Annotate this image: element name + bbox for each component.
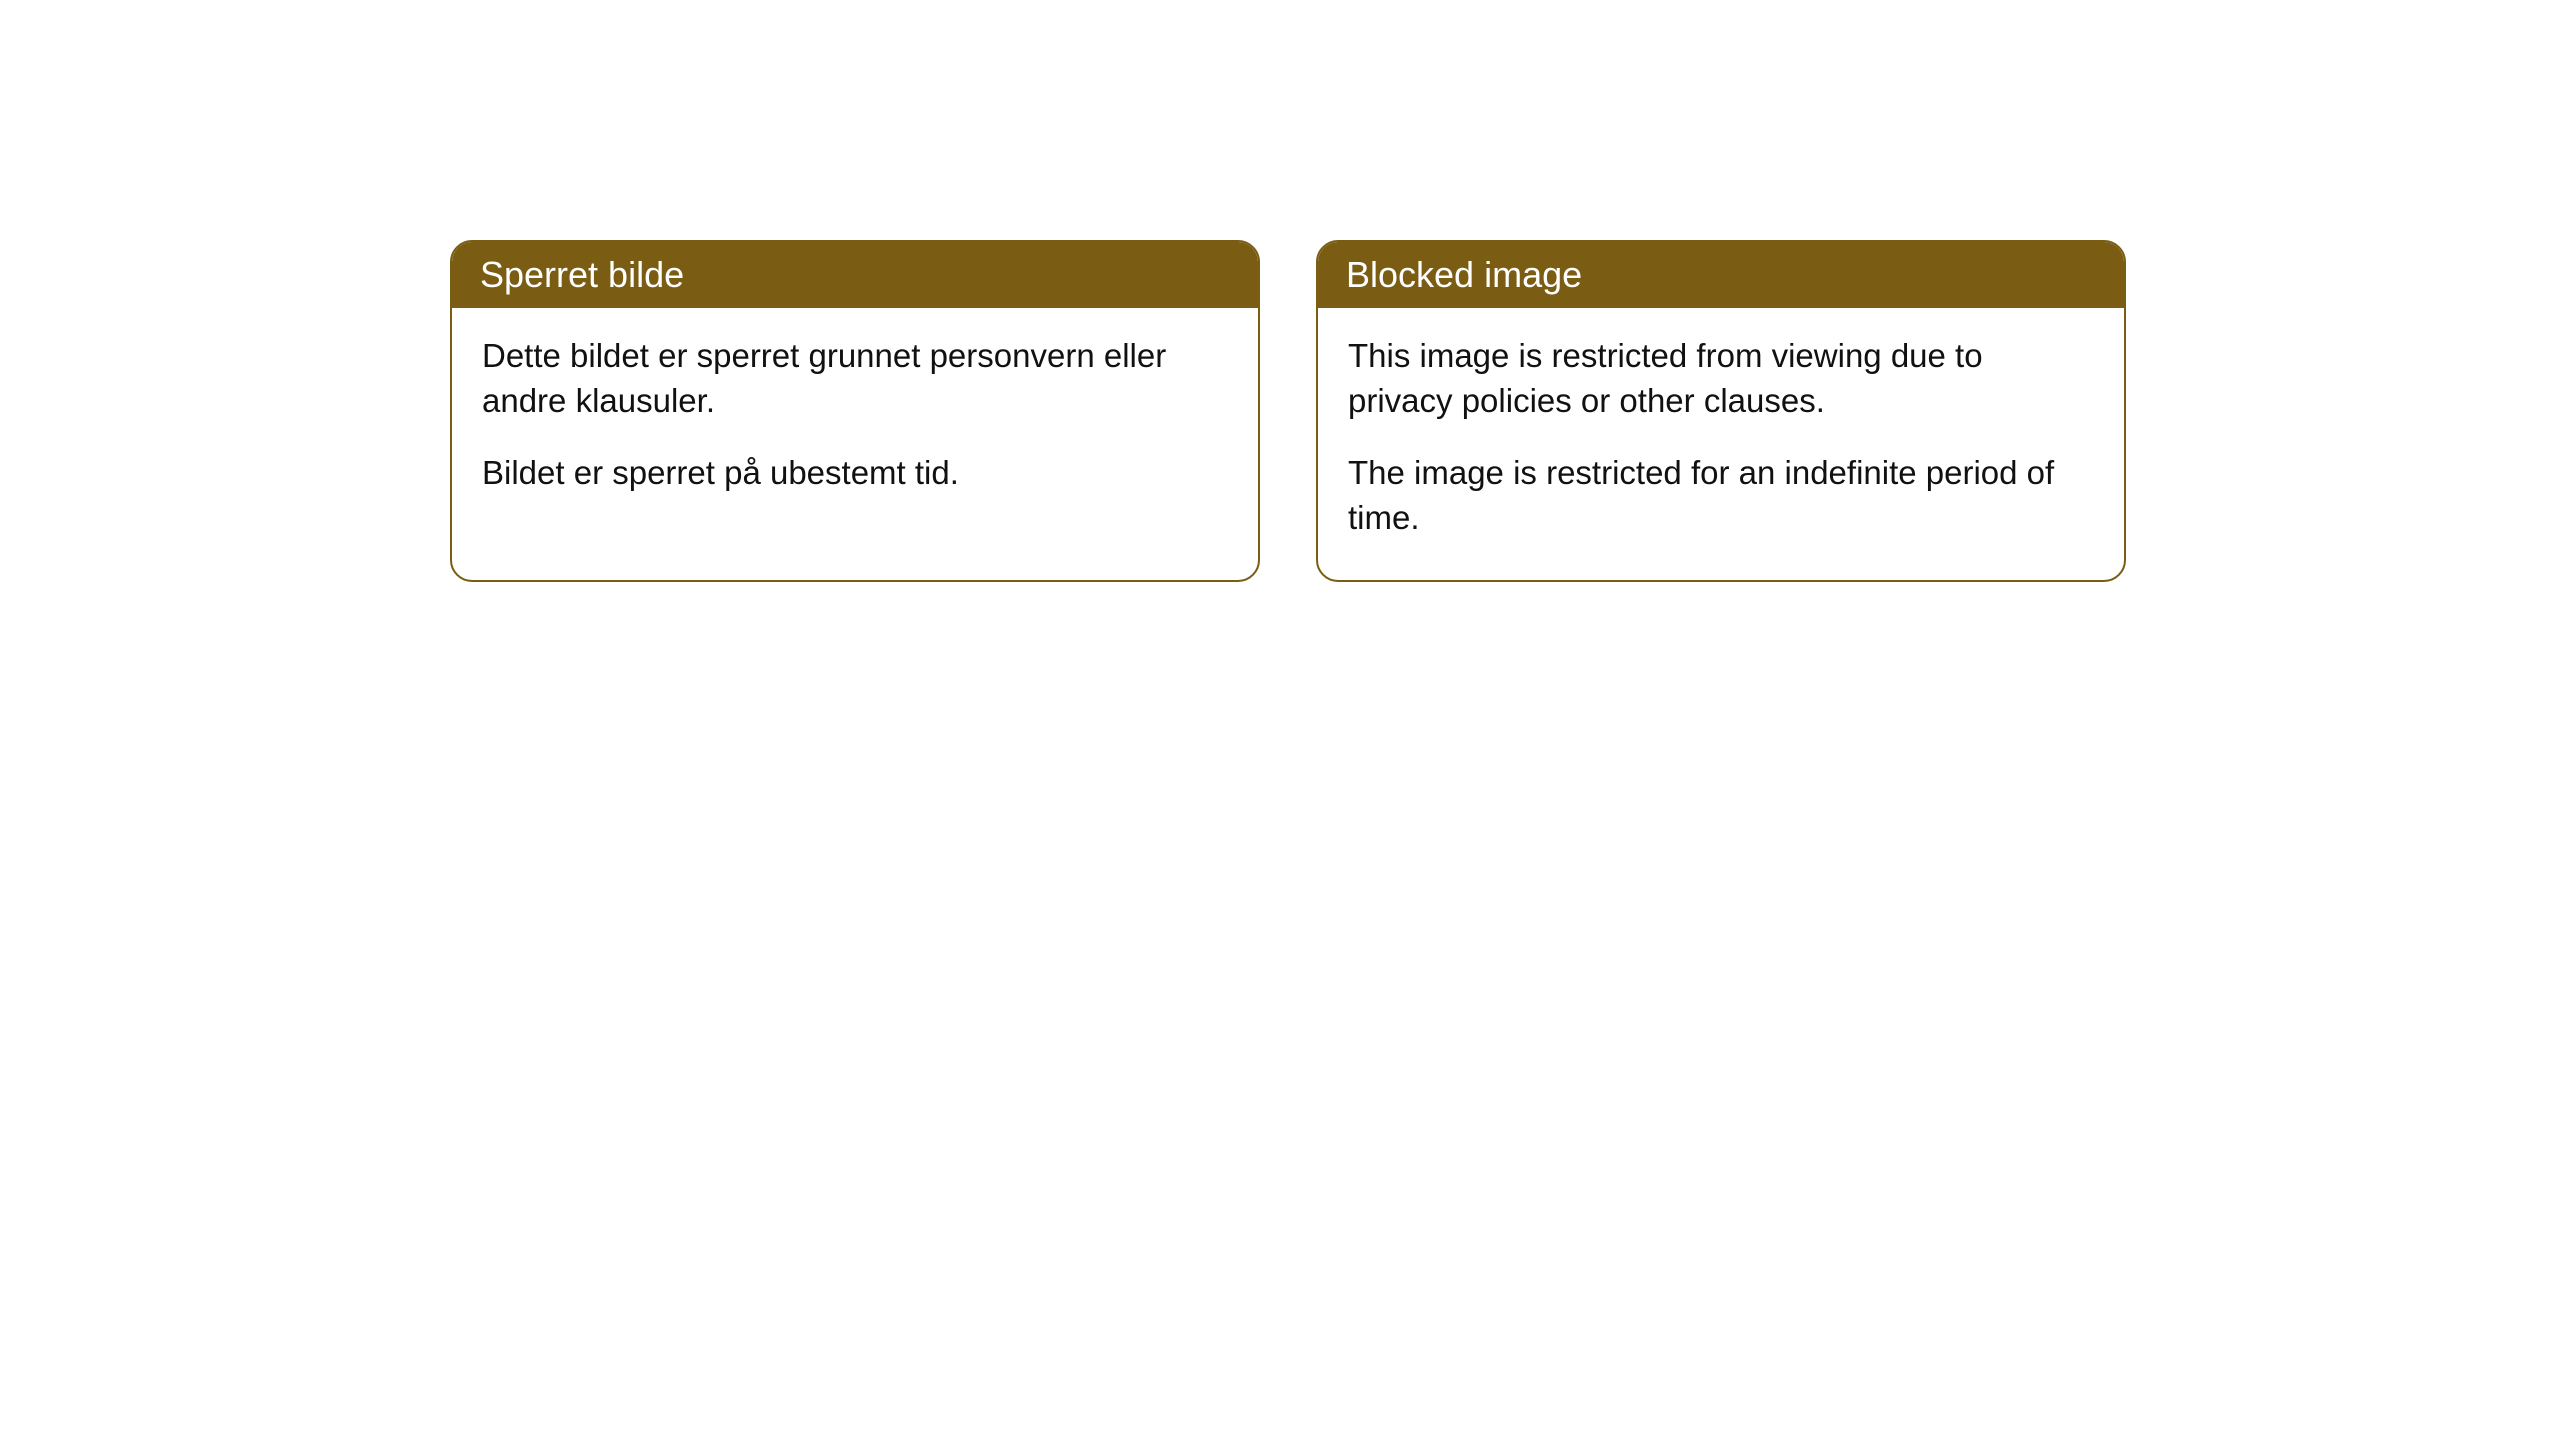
card-body: This image is restricted from viewing du… (1318, 308, 2124, 580)
notice-paragraph: Bildet er sperret på ubestemt tid. (482, 451, 1228, 496)
card-header: Blocked image (1318, 242, 2124, 308)
card-header: Sperret bilde (452, 242, 1258, 308)
notice-paragraph: This image is restricted from viewing du… (1348, 334, 2094, 423)
notice-cards-container: Sperret bilde Dette bildet er sperret gr… (450, 240, 2560, 582)
card-body: Dette bildet er sperret grunnet personve… (452, 308, 1258, 536)
notice-paragraph: Dette bildet er sperret grunnet personve… (482, 334, 1228, 423)
notice-card-english: Blocked image This image is restricted f… (1316, 240, 2126, 582)
notice-card-norwegian: Sperret bilde Dette bildet er sperret gr… (450, 240, 1260, 582)
notice-paragraph: The image is restricted for an indefinit… (1348, 451, 2094, 540)
